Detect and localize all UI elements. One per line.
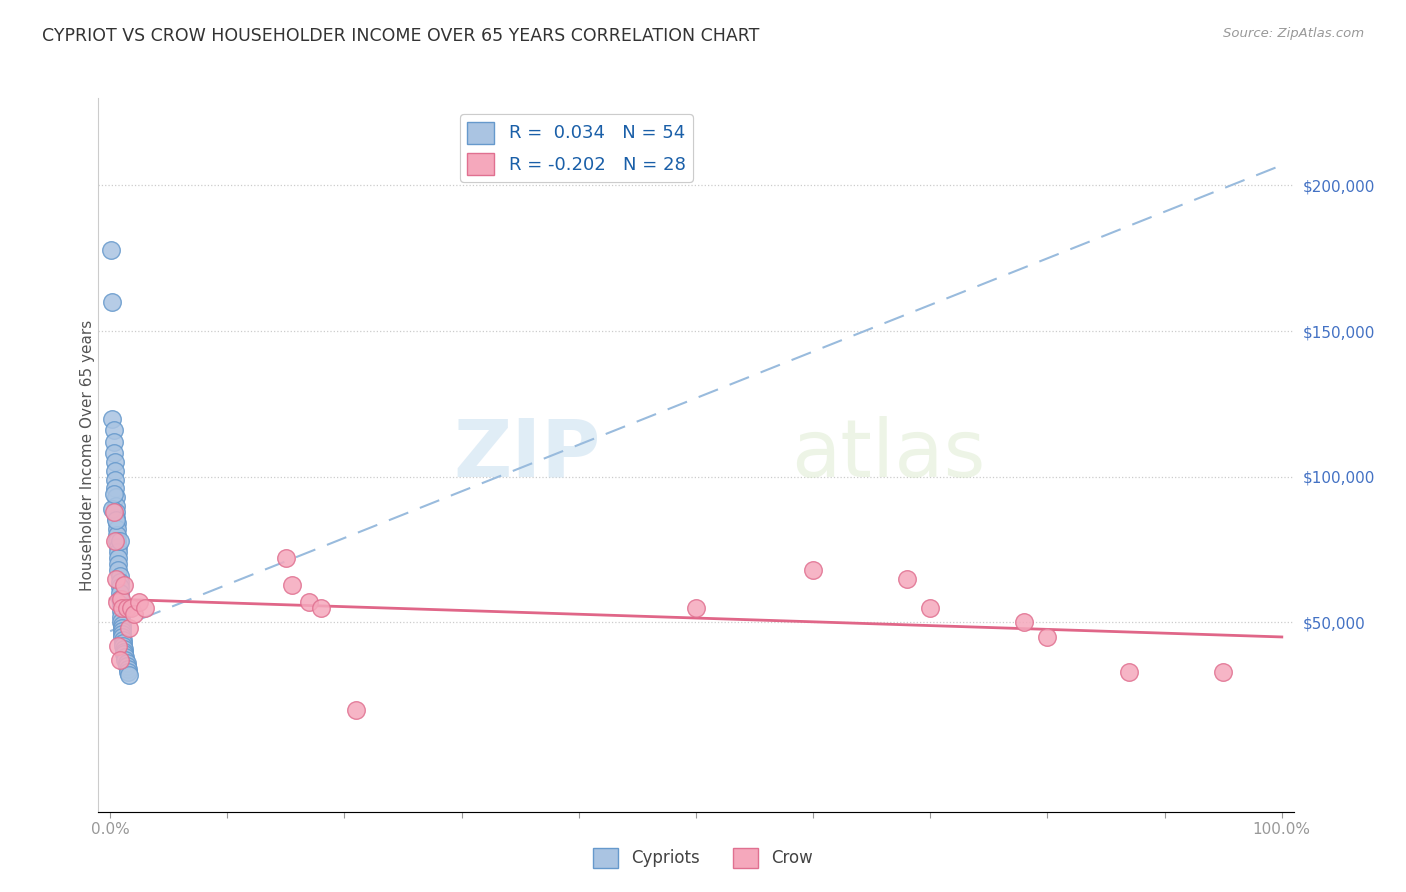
Point — [122, 607, 145, 621]
Point — [134, 600, 156, 615]
Point — [111, 600, 134, 615]
Point — [105, 505, 128, 519]
Text: Source: ZipAtlas.com: Source: ZipAtlas.com — [1223, 27, 1364, 40]
Legend: Cypriots, Crow: Cypriots, Crow — [586, 841, 820, 875]
Point — [104, 533, 127, 548]
Point — [103, 423, 125, 437]
Point — [111, 621, 134, 635]
Point — [105, 533, 128, 548]
Point — [104, 455, 127, 469]
Point — [309, 600, 332, 615]
Point — [107, 639, 129, 653]
Point — [110, 598, 132, 612]
Point — [110, 592, 132, 607]
Point — [105, 528, 128, 542]
Point — [115, 659, 138, 673]
Point — [118, 668, 141, 682]
Point — [344, 703, 367, 717]
Point — [128, 595, 150, 609]
Point — [108, 533, 131, 548]
Point — [111, 627, 134, 641]
Point — [111, 624, 134, 639]
Point — [103, 434, 125, 449]
Text: ZIP: ZIP — [453, 416, 600, 494]
Point — [105, 516, 128, 531]
Point — [1118, 665, 1140, 679]
Point — [112, 641, 135, 656]
Point — [111, 618, 134, 632]
Point — [105, 510, 128, 524]
Point — [117, 665, 139, 679]
Point — [685, 600, 707, 615]
Point — [112, 648, 135, 662]
Point — [118, 621, 141, 635]
Point — [104, 482, 127, 496]
Point — [896, 572, 918, 586]
Point — [1212, 665, 1234, 679]
Point — [110, 615, 132, 630]
Point — [107, 545, 129, 559]
Point — [100, 243, 122, 257]
Point — [108, 586, 131, 600]
Point — [117, 662, 139, 676]
Point — [1036, 630, 1059, 644]
Point — [105, 572, 128, 586]
Point — [105, 522, 128, 536]
Point — [274, 551, 297, 566]
Point — [105, 490, 128, 504]
Point — [105, 595, 128, 609]
Legend: R =  0.034   N = 54, R = -0.202   N = 28: R = 0.034 N = 54, R = -0.202 N = 28 — [460, 114, 693, 182]
Point — [111, 630, 134, 644]
Point — [105, 499, 128, 513]
Point — [103, 487, 125, 501]
Point — [110, 609, 132, 624]
Point — [108, 581, 131, 595]
Text: CYPRIOT VS CROW HOUSEHOLDER INCOME OVER 65 YEARS CORRELATION CHART: CYPRIOT VS CROW HOUSEHOLDER INCOME OVER … — [42, 27, 759, 45]
Point — [110, 604, 132, 618]
Text: atlas: atlas — [792, 416, 986, 494]
Point — [298, 595, 321, 609]
Point — [107, 563, 129, 577]
Point — [107, 551, 129, 566]
Point — [103, 446, 125, 460]
Point — [108, 574, 131, 589]
Point — [115, 656, 138, 670]
Point — [1012, 615, 1035, 630]
Point — [801, 563, 824, 577]
Point — [101, 295, 124, 310]
Point — [281, 577, 304, 591]
Point — [101, 411, 124, 425]
Point — [112, 577, 135, 591]
Point — [101, 501, 124, 516]
Point — [103, 505, 125, 519]
Point — [105, 513, 128, 527]
Point — [108, 653, 131, 667]
Point — [920, 600, 942, 615]
Y-axis label: Householder Income Over 65 years: Householder Income Over 65 years — [80, 319, 94, 591]
Point — [112, 644, 135, 658]
Point — [112, 632, 135, 647]
Point — [112, 639, 135, 653]
Point — [115, 600, 138, 615]
Point — [104, 473, 127, 487]
Point — [114, 650, 136, 665]
Point — [107, 540, 129, 554]
Point — [114, 653, 136, 667]
Point — [108, 569, 131, 583]
Point — [120, 600, 142, 615]
Point — [104, 464, 127, 478]
Point — [108, 592, 131, 607]
Point — [107, 557, 129, 571]
Point — [112, 636, 135, 650]
